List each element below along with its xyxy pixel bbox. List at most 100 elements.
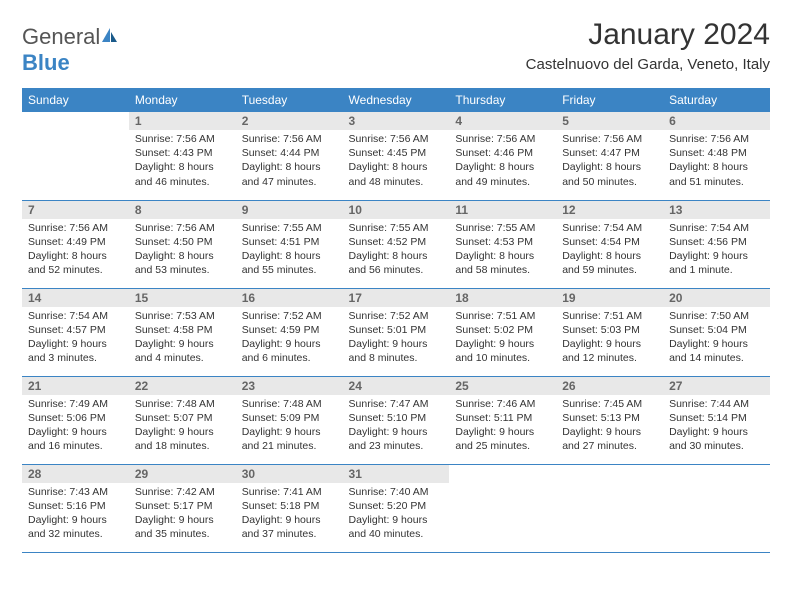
day-number: 1 <box>129 112 236 130</box>
calendar-day-cell: 20Sunrise: 7:50 AMSunset: 5:04 PMDayligh… <box>663 288 770 376</box>
day-number: 13 <box>663 201 770 219</box>
day-number: 21 <box>22 377 129 395</box>
day-content: Sunrise: 7:42 AMSunset: 5:17 PMDaylight:… <box>129 483 236 548</box>
calendar-week-row: 21Sunrise: 7:49 AMSunset: 5:06 PMDayligh… <box>22 376 770 464</box>
calendar-table: SundayMondayTuesdayWednesdayThursdayFrid… <box>22 88 770 553</box>
day-number: 28 <box>22 465 129 483</box>
day-number: 10 <box>343 201 450 219</box>
calendar-day-cell: 30Sunrise: 7:41 AMSunset: 5:18 PMDayligh… <box>236 464 343 552</box>
day-number: 27 <box>663 377 770 395</box>
day-content: Sunrise: 7:47 AMSunset: 5:10 PMDaylight:… <box>343 395 450 460</box>
calendar-day-cell: 31Sunrise: 7:40 AMSunset: 5:20 PMDayligh… <box>343 464 450 552</box>
day-number: 12 <box>556 201 663 219</box>
calendar-day-cell: 7Sunrise: 7:56 AMSunset: 4:49 PMDaylight… <box>22 200 129 288</box>
calendar-day-cell: 5Sunrise: 7:56 AMSunset: 4:47 PMDaylight… <box>556 112 663 200</box>
calendar-day-cell: 10Sunrise: 7:55 AMSunset: 4:52 PMDayligh… <box>343 200 450 288</box>
day-content: Sunrise: 7:54 AMSunset: 4:57 PMDaylight:… <box>22 307 129 372</box>
day-content: Sunrise: 7:50 AMSunset: 5:04 PMDaylight:… <box>663 307 770 372</box>
calendar-week-row: 28Sunrise: 7:43 AMSunset: 5:16 PMDayligh… <box>22 464 770 552</box>
day-number: 26 <box>556 377 663 395</box>
day-number: 18 <box>449 289 556 307</box>
day-content: Sunrise: 7:49 AMSunset: 5:06 PMDaylight:… <box>22 395 129 460</box>
weekday-header: Monday <box>129 88 236 112</box>
weekday-header: Wednesday <box>343 88 450 112</box>
day-content: Sunrise: 7:40 AMSunset: 5:20 PMDaylight:… <box>343 483 450 548</box>
day-number: 23 <box>236 377 343 395</box>
weekday-header: Thursday <box>449 88 556 112</box>
day-content: Sunrise: 7:56 AMSunset: 4:45 PMDaylight:… <box>343 130 450 195</box>
calendar-day-cell <box>449 464 556 552</box>
calendar-day-cell: 11Sunrise: 7:55 AMSunset: 4:53 PMDayligh… <box>449 200 556 288</box>
logo-text-blue: Blue <box>22 50 70 75</box>
day-number: 24 <box>343 377 450 395</box>
weekday-header: Saturday <box>663 88 770 112</box>
day-number: 17 <box>343 289 450 307</box>
day-content: Sunrise: 7:56 AMSunset: 4:47 PMDaylight:… <box>556 130 663 195</box>
month-title: January 2024 <box>526 18 770 52</box>
day-number: 5 <box>556 112 663 130</box>
day-content: Sunrise: 7:56 AMSunset: 4:43 PMDaylight:… <box>129 130 236 195</box>
day-number: 31 <box>343 465 450 483</box>
calendar-day-cell <box>663 464 770 552</box>
day-content: Sunrise: 7:56 AMSunset: 4:50 PMDaylight:… <box>129 219 236 284</box>
day-content: Sunrise: 7:51 AMSunset: 5:03 PMDaylight:… <box>556 307 663 372</box>
day-content: Sunrise: 7:52 AMSunset: 4:59 PMDaylight:… <box>236 307 343 372</box>
day-number: 6 <box>663 112 770 130</box>
weekday-header: Friday <box>556 88 663 112</box>
day-content: Sunrise: 7:56 AMSunset: 4:46 PMDaylight:… <box>449 130 556 195</box>
day-content: Sunrise: 7:44 AMSunset: 5:14 PMDaylight:… <box>663 395 770 460</box>
calendar-day-cell: 15Sunrise: 7:53 AMSunset: 4:58 PMDayligh… <box>129 288 236 376</box>
day-number: 15 <box>129 289 236 307</box>
header: GeneralBlue January 2024 Castelnuovo del… <box>22 18 770 76</box>
logo-text-general: General <box>22 24 100 49</box>
day-number: 11 <box>449 201 556 219</box>
day-number: 14 <box>22 289 129 307</box>
day-number: 29 <box>129 465 236 483</box>
day-content: Sunrise: 7:54 AMSunset: 4:54 PMDaylight:… <box>556 219 663 284</box>
day-number: 25 <box>449 377 556 395</box>
day-number: 22 <box>129 377 236 395</box>
calendar-week-row: 1Sunrise: 7:56 AMSunset: 4:43 PMDaylight… <box>22 112 770 200</box>
day-number: 4 <box>449 112 556 130</box>
day-content: Sunrise: 7:53 AMSunset: 4:58 PMDaylight:… <box>129 307 236 372</box>
day-content: Sunrise: 7:48 AMSunset: 5:09 PMDaylight:… <box>236 395 343 460</box>
calendar-day-cell: 1Sunrise: 7:56 AMSunset: 4:43 PMDaylight… <box>129 112 236 200</box>
calendar-day-cell: 25Sunrise: 7:46 AMSunset: 5:11 PMDayligh… <box>449 376 556 464</box>
location: Castelnuovo del Garda, Veneto, Italy <box>526 56 770 73</box>
day-content: Sunrise: 7:43 AMSunset: 5:16 PMDaylight:… <box>22 483 129 548</box>
calendar-day-cell: 16Sunrise: 7:52 AMSunset: 4:59 PMDayligh… <box>236 288 343 376</box>
day-content: Sunrise: 7:51 AMSunset: 5:02 PMDaylight:… <box>449 307 556 372</box>
calendar-day-cell: 24Sunrise: 7:47 AMSunset: 5:10 PMDayligh… <box>343 376 450 464</box>
day-content: Sunrise: 7:55 AMSunset: 4:53 PMDaylight:… <box>449 219 556 284</box>
calendar-day-cell: 8Sunrise: 7:56 AMSunset: 4:50 PMDaylight… <box>129 200 236 288</box>
calendar-day-cell: 29Sunrise: 7:42 AMSunset: 5:17 PMDayligh… <box>129 464 236 552</box>
calendar-day-cell: 6Sunrise: 7:56 AMSunset: 4:48 PMDaylight… <box>663 112 770 200</box>
calendar-day-cell: 18Sunrise: 7:51 AMSunset: 5:02 PMDayligh… <box>449 288 556 376</box>
calendar-day-cell <box>556 464 663 552</box>
calendar-day-cell: 4Sunrise: 7:56 AMSunset: 4:46 PMDaylight… <box>449 112 556 200</box>
sail-icon <box>100 28 118 44</box>
day-number: 20 <box>663 289 770 307</box>
day-content: Sunrise: 7:41 AMSunset: 5:18 PMDaylight:… <box>236 483 343 548</box>
calendar-day-cell: 12Sunrise: 7:54 AMSunset: 4:54 PMDayligh… <box>556 200 663 288</box>
day-number: 2 <box>236 112 343 130</box>
day-content: Sunrise: 7:55 AMSunset: 4:52 PMDaylight:… <box>343 219 450 284</box>
weekday-header: Tuesday <box>236 88 343 112</box>
calendar-day-cell: 3Sunrise: 7:56 AMSunset: 4:45 PMDaylight… <box>343 112 450 200</box>
calendar-day-cell: 21Sunrise: 7:49 AMSunset: 5:06 PMDayligh… <box>22 376 129 464</box>
calendar-day-cell: 17Sunrise: 7:52 AMSunset: 5:01 PMDayligh… <box>343 288 450 376</box>
day-number: 9 <box>236 201 343 219</box>
calendar-week-row: 7Sunrise: 7:56 AMSunset: 4:49 PMDaylight… <box>22 200 770 288</box>
calendar-day-cell: 19Sunrise: 7:51 AMSunset: 5:03 PMDayligh… <box>556 288 663 376</box>
weekday-header: Sunday <box>22 88 129 112</box>
calendar-day-cell: 26Sunrise: 7:45 AMSunset: 5:13 PMDayligh… <box>556 376 663 464</box>
day-content: Sunrise: 7:55 AMSunset: 4:51 PMDaylight:… <box>236 219 343 284</box>
day-content: Sunrise: 7:56 AMSunset: 4:44 PMDaylight:… <box>236 130 343 195</box>
weekday-header-row: SundayMondayTuesdayWednesdayThursdayFrid… <box>22 88 770 112</box>
day-number: 8 <box>129 201 236 219</box>
day-number: 3 <box>343 112 450 130</box>
day-number: 19 <box>556 289 663 307</box>
day-content: Sunrise: 7:45 AMSunset: 5:13 PMDaylight:… <box>556 395 663 460</box>
day-number: 16 <box>236 289 343 307</box>
calendar-day-cell: 22Sunrise: 7:48 AMSunset: 5:07 PMDayligh… <box>129 376 236 464</box>
